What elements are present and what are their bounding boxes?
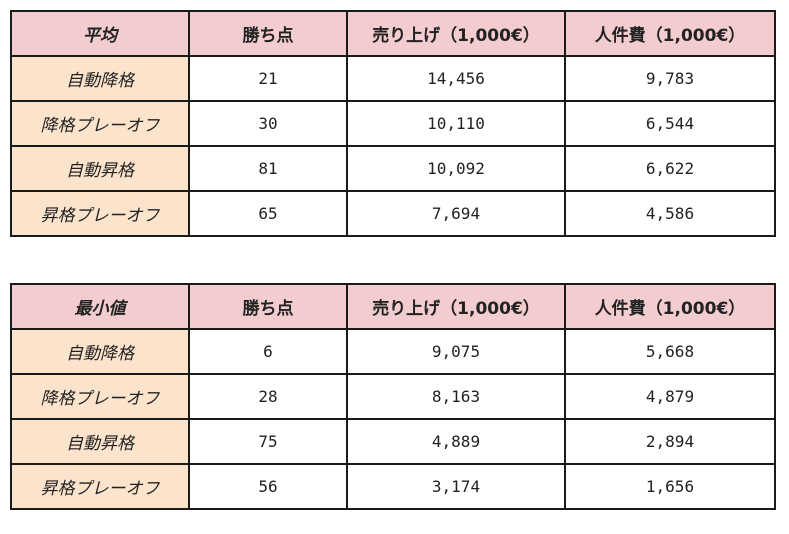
column-header-points: 勝ち点: [188, 283, 348, 330]
cell-points: 81: [188, 145, 348, 192]
cell-revenue: 10,092: [346, 145, 566, 192]
cell-revenue: 10,110: [346, 100, 566, 147]
table-title-average: 平均: [10, 10, 190, 57]
cell-wages: 6,544: [564, 100, 776, 147]
row-label: 昇格プレーオフ: [10, 463, 190, 510]
cell-revenue: 9,075: [346, 328, 566, 375]
cell-revenue: 7,694: [346, 190, 566, 237]
table-row: 昇格プレーオフ 65 7,694 4,586: [10, 190, 776, 237]
table-title-minimum: 最小値: [10, 283, 190, 330]
cell-wages: 9,783: [564, 55, 776, 102]
table-row: 降格プレーオフ 28 8,163 4,879: [10, 373, 776, 420]
cell-wages: 2,894: [564, 418, 776, 465]
table-header-row: 最小値 勝ち点 売り上げ（1,000€） 人件費（1,000€）: [10, 283, 776, 330]
table-header-row: 平均 勝ち点 売り上げ（1,000€） 人件費（1,000€）: [10, 10, 776, 57]
row-label: 自動降格: [10, 328, 190, 375]
cell-wages: 6,622: [564, 145, 776, 192]
table-row: 自動降格 21 14,456 9,783: [10, 55, 776, 102]
column-header-revenue: 売り上げ（1,000€）: [346, 10, 566, 57]
cell-wages: 4,586: [564, 190, 776, 237]
cell-revenue: 14,456: [346, 55, 566, 102]
table-row: 自動昇格 81 10,092 6,622: [10, 145, 776, 192]
row-label: 自動昇格: [10, 145, 190, 192]
cell-points: 30: [188, 100, 348, 147]
row-label: 自動降格: [10, 55, 190, 102]
row-label: 降格プレーオフ: [10, 373, 190, 420]
cell-wages: 5,668: [564, 328, 776, 375]
minimum-table: 最小値 勝ち点 売り上げ（1,000€） 人件費（1,000€） 自動降格 6 …: [10, 283, 776, 510]
cell-points: 75: [188, 418, 348, 465]
cell-revenue: 8,163: [346, 373, 566, 420]
column-header-wages: 人件費（1,000€）: [564, 283, 776, 330]
table-row: 自動昇格 75 4,889 2,894: [10, 418, 776, 465]
column-header-revenue: 売り上げ（1,000€）: [346, 283, 566, 330]
average-table: 平均 勝ち点 売り上げ（1,000€） 人件費（1,000€） 自動降格 21 …: [10, 10, 776, 237]
cell-points: 6: [188, 328, 348, 375]
cell-wages: 4,879: [564, 373, 776, 420]
cell-revenue: 3,174: [346, 463, 566, 510]
column-header-wages: 人件費（1,000€）: [564, 10, 776, 57]
table-row: 昇格プレーオフ 56 3,174 1,656: [10, 463, 776, 510]
cell-points: 21: [188, 55, 348, 102]
cell-revenue: 4,889: [346, 418, 566, 465]
row-label: 降格プレーオフ: [10, 100, 190, 147]
cell-points: 65: [188, 190, 348, 237]
cell-wages: 1,656: [564, 463, 776, 510]
table-row: 自動降格 6 9,075 5,668: [10, 328, 776, 375]
row-label: 自動昇格: [10, 418, 190, 465]
cell-points: 56: [188, 463, 348, 510]
column-header-points: 勝ち点: [188, 10, 348, 57]
cell-points: 28: [188, 373, 348, 420]
row-label: 昇格プレーオフ: [10, 190, 190, 237]
table-row: 降格プレーオフ 30 10,110 6,544: [10, 100, 776, 147]
